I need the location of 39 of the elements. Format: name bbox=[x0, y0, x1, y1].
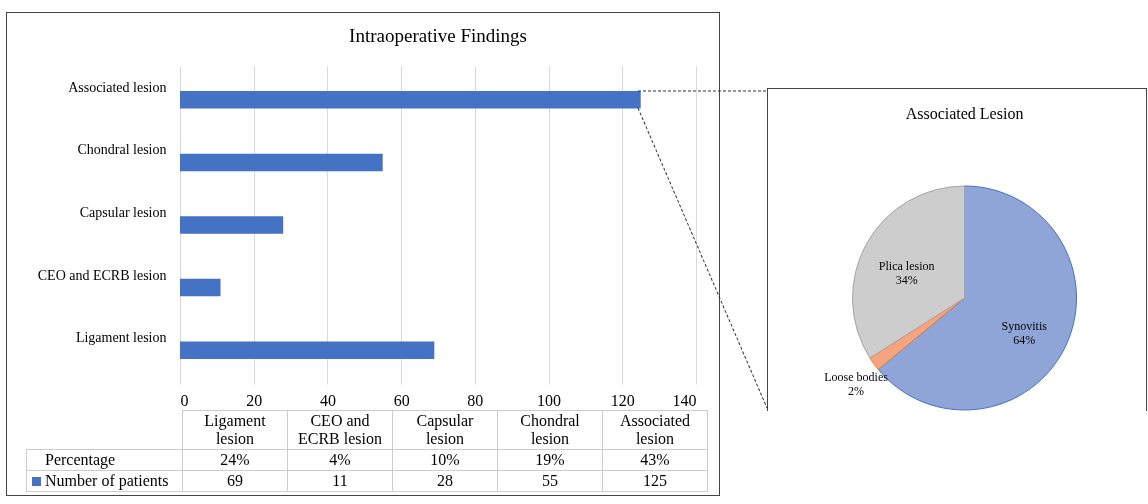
text: 4% bbox=[287, 449, 393, 471]
x-tick-label: 140 bbox=[672, 391, 697, 409]
chart-title: Intraoperative Findings bbox=[349, 25, 527, 46]
text: 28 bbox=[392, 470, 498, 492]
y-tick-label: Ligament lesion bbox=[75, 330, 167, 346]
category-label: Ligament lesion bbox=[204, 412, 266, 447]
text: 69 bbox=[182, 470, 288, 492]
data-label: 34% bbox=[895, 273, 918, 288]
text: 19% bbox=[497, 449, 603, 471]
y-tick-label: Capsular lesion bbox=[79, 205, 167, 220]
text: 24% bbox=[182, 449, 288, 471]
x-tick-label: 0 bbox=[180, 391, 189, 409]
text: 55 bbox=[497, 470, 603, 492]
category-label: Capsular lesion bbox=[416, 412, 474, 447]
category-label: Associated lesion bbox=[619, 412, 691, 447]
x-tick-label: 120 bbox=[610, 391, 635, 409]
chart-title: Associated Lesion bbox=[905, 105, 1024, 122]
x-tick-label: 20 bbox=[246, 391, 263, 409]
text: 125 bbox=[602, 470, 708, 492]
y-tick-label: CEO and ECRB lesion bbox=[37, 267, 167, 283]
data-label: 64% bbox=[1013, 333, 1036, 348]
category-label: CEO and ECRB lesion bbox=[297, 412, 382, 447]
slice-label: Synovitis bbox=[1001, 319, 1048, 334]
slice-label: Loose bodies bbox=[824, 369, 889, 384]
x-tick-label: 60 bbox=[393, 391, 410, 409]
slice-label: Plica lesion bbox=[878, 259, 935, 274]
text: 11 bbox=[287, 470, 393, 492]
y-tick-label: Chondral lesion bbox=[77, 142, 167, 158]
y-tick-label: Associated lesion bbox=[68, 79, 167, 95]
x-tick-label: 100 bbox=[537, 391, 562, 409]
data-label: 2% bbox=[848, 383, 865, 398]
legend-label: Number of patients bbox=[45, 472, 169, 489]
x-tick-label: 40 bbox=[319, 391, 336, 409]
text: 10% bbox=[392, 449, 498, 471]
pie-slice bbox=[852, 185, 965, 359]
text: Percentage bbox=[26, 449, 183, 471]
category-label: Chondral lesion bbox=[520, 412, 580, 447]
text: 43% bbox=[602, 449, 708, 471]
x-tick-label: 80 bbox=[467, 391, 484, 409]
